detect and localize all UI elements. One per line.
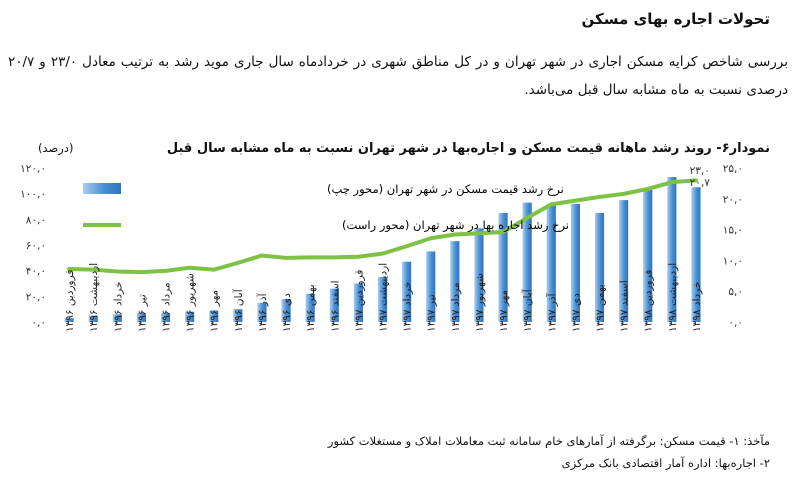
x-tick-label: خرداد ۱۳۹۸ xyxy=(691,282,703,332)
price-growth-bar xyxy=(667,176,677,322)
price-growth-bar xyxy=(281,298,291,322)
x-tick-label: مرداد ۱۳۹۶ xyxy=(161,282,173,332)
x-tick-label: آبان ۱۳۹۶ xyxy=(232,288,245,332)
legend-bar-label: نرخ رشد قیمت مسکن در شهر تهران (محور چپ) xyxy=(327,182,564,197)
left-axis: ۰,۰ ۲۰,۰ ۴۰,۰ ۶۰,۰ ۸۰,۰ ۱۰۰,۰ ۱۲۰,۰ xyxy=(20,163,46,329)
x-axis-labels: فروردین ۱۳۹۶ اردیبهشت ۱۳۹۶ خرداد ۱۳۹۶ تیر ۱… xyxy=(64,263,703,332)
x-tick-label: بهمن ۱۳۹۷ xyxy=(595,284,607,332)
x-tick-label: شهریور ۱۳۹۷ xyxy=(474,273,486,332)
bar-series xyxy=(64,176,701,322)
right-tick-label: ۵,۰ xyxy=(728,286,743,298)
source-note-2: ۲- اجاره‌بها: اداره آمار اقتصادی بانک مر… xyxy=(561,456,770,470)
price-growth-bar xyxy=(185,311,195,322)
price-growth-bar xyxy=(377,277,388,322)
price-growth-bar xyxy=(426,251,436,322)
x-tick-label: خرداد ۱۳۹۷ xyxy=(402,282,414,332)
x-tick-label: اردیبهشت ۱۳۹۸ xyxy=(667,263,679,332)
x-tick-label: بهمن ۱۳۹۶ xyxy=(305,284,317,332)
x-tick-label: آذر ۱۳۹۷ xyxy=(545,292,558,332)
right-axis: ۰,۰ ۵,۰ ۱۰,۰ ۱۵,۰ ۲۰,۰ ۲۵,۰ xyxy=(723,163,743,329)
price-growth-bar xyxy=(257,302,267,322)
right-tick-label: ۲۵,۰ xyxy=(723,163,743,175)
price-growth-bar xyxy=(353,283,363,322)
x-tick-label: فروردین ۱۳۹۶ xyxy=(64,270,76,332)
legend-line-label: نرخ رشد اجاره بها در شهر تهران (محور راس… xyxy=(342,218,569,233)
x-tick-label: مرداد ۱۳۹۷ xyxy=(450,282,462,332)
price-growth-bar xyxy=(619,200,629,322)
end-value-labels: ۲۳,۰۲۰,۷ xyxy=(690,165,711,189)
price-growth-bar xyxy=(64,318,74,322)
price-growth-bar xyxy=(88,315,98,322)
price-growth-bar xyxy=(136,313,146,322)
price-growth-bar xyxy=(594,212,605,322)
x-tick-label: فروردین ۱۳۹۸ xyxy=(643,270,655,332)
left-tick-label: ۸۰,۰ xyxy=(26,214,46,226)
price-growth-bar xyxy=(402,261,412,322)
price-growth-bar xyxy=(450,241,460,322)
price-growth-bar xyxy=(305,293,315,322)
left-tick-label: ۰,۰ xyxy=(31,317,46,329)
legend-bar-swatch xyxy=(83,183,121,194)
price-growth-bar xyxy=(546,203,556,322)
price-growth-bar xyxy=(643,189,653,322)
left-tick-label: ۱۰۰,۰ xyxy=(20,189,46,201)
price-growth-bar xyxy=(233,309,243,322)
x-tick-label: تیر ۱۳۹۷ xyxy=(426,294,438,332)
left-tick-label: ۲۰,۰ xyxy=(26,291,46,303)
source-note-1: مآخذ: ۱- قیمت مسکن: برگرفته از آمارهای خ… xyxy=(327,434,770,448)
price-growth-bar xyxy=(112,314,122,322)
right-tick-label: ۱۵,۰ xyxy=(723,225,743,237)
end-label-rent-urban: ۲۰,۷ xyxy=(690,177,711,189)
right-tick-label: ۰,۰ xyxy=(728,317,743,329)
right-tick-label: ۱۰,۰ xyxy=(723,255,743,267)
section-title: تحولات اجاره بهای مسکن xyxy=(581,10,770,28)
x-tick-label: دی ۱۳۹۷ xyxy=(570,293,582,332)
left-tick-label: ۴۰,۰ xyxy=(26,266,46,278)
line-series xyxy=(67,178,698,275)
left-axis-unit: (درصد) xyxy=(38,141,74,155)
left-tick-label: ۱۲۰,۰ xyxy=(20,163,46,175)
x-tick-label: اسفند ۱۳۹۷ xyxy=(619,280,631,332)
x-tick-label: خرداد ۱۳۹۶ xyxy=(112,282,124,332)
price-growth-bar xyxy=(209,310,219,322)
x-tick-label: آبان ۱۳۹۷ xyxy=(521,288,534,332)
x-tick-label: فروردین ۱۳۹۷ xyxy=(353,270,365,332)
x-tick-label: دی ۱۳۹۶ xyxy=(281,293,293,332)
x-tick-label: مهر ۱۳۹۷ xyxy=(498,290,510,332)
price-growth-bar xyxy=(160,313,171,322)
price-growth-bar xyxy=(474,228,484,322)
chart-legend: نرخ رشد قیمت مسکن در شهر تهران (محور چپ)… xyxy=(83,182,569,233)
x-tick-label: اردیبهشت ۱۳۹۶ xyxy=(88,263,100,332)
right-tick-label: ۲۰,۰ xyxy=(723,194,743,206)
x-tick-label: اسفند ۱۳۹۶ xyxy=(329,280,341,332)
end-label-rent: ۲۳,۰ xyxy=(690,165,710,177)
price-growth-bar xyxy=(570,203,580,322)
left-tick-label: ۶۰,۰ xyxy=(26,240,46,252)
price-growth-bar xyxy=(522,202,532,322)
chart-title: نمودار۶- روند رشد ماهانه قیمت مسکن و اجا… xyxy=(166,141,770,156)
price-growth-bar xyxy=(329,288,339,322)
x-tick-label: شهریور ۱۳۹۶ xyxy=(185,273,197,332)
price-growth-bar xyxy=(498,212,508,322)
x-tick-label: تیر ۱۳۹۶ xyxy=(136,294,148,332)
x-tick-label: اردیبهشت ۱۳۹۷ xyxy=(378,263,390,332)
x-tick-label: مهر ۱۳۹۶ xyxy=(209,290,221,332)
price-growth-bar xyxy=(691,187,701,322)
intro-paragraph: بررسی شاخص کرایه مسکن اجاری در شهر تهران… xyxy=(8,54,789,98)
source-notes: مآخذ: ۱- قیمت مسکن: برگرفته از آمارهای خ… xyxy=(328,430,770,474)
x-tick-label: آذر ۱۳۹۶ xyxy=(256,292,269,332)
